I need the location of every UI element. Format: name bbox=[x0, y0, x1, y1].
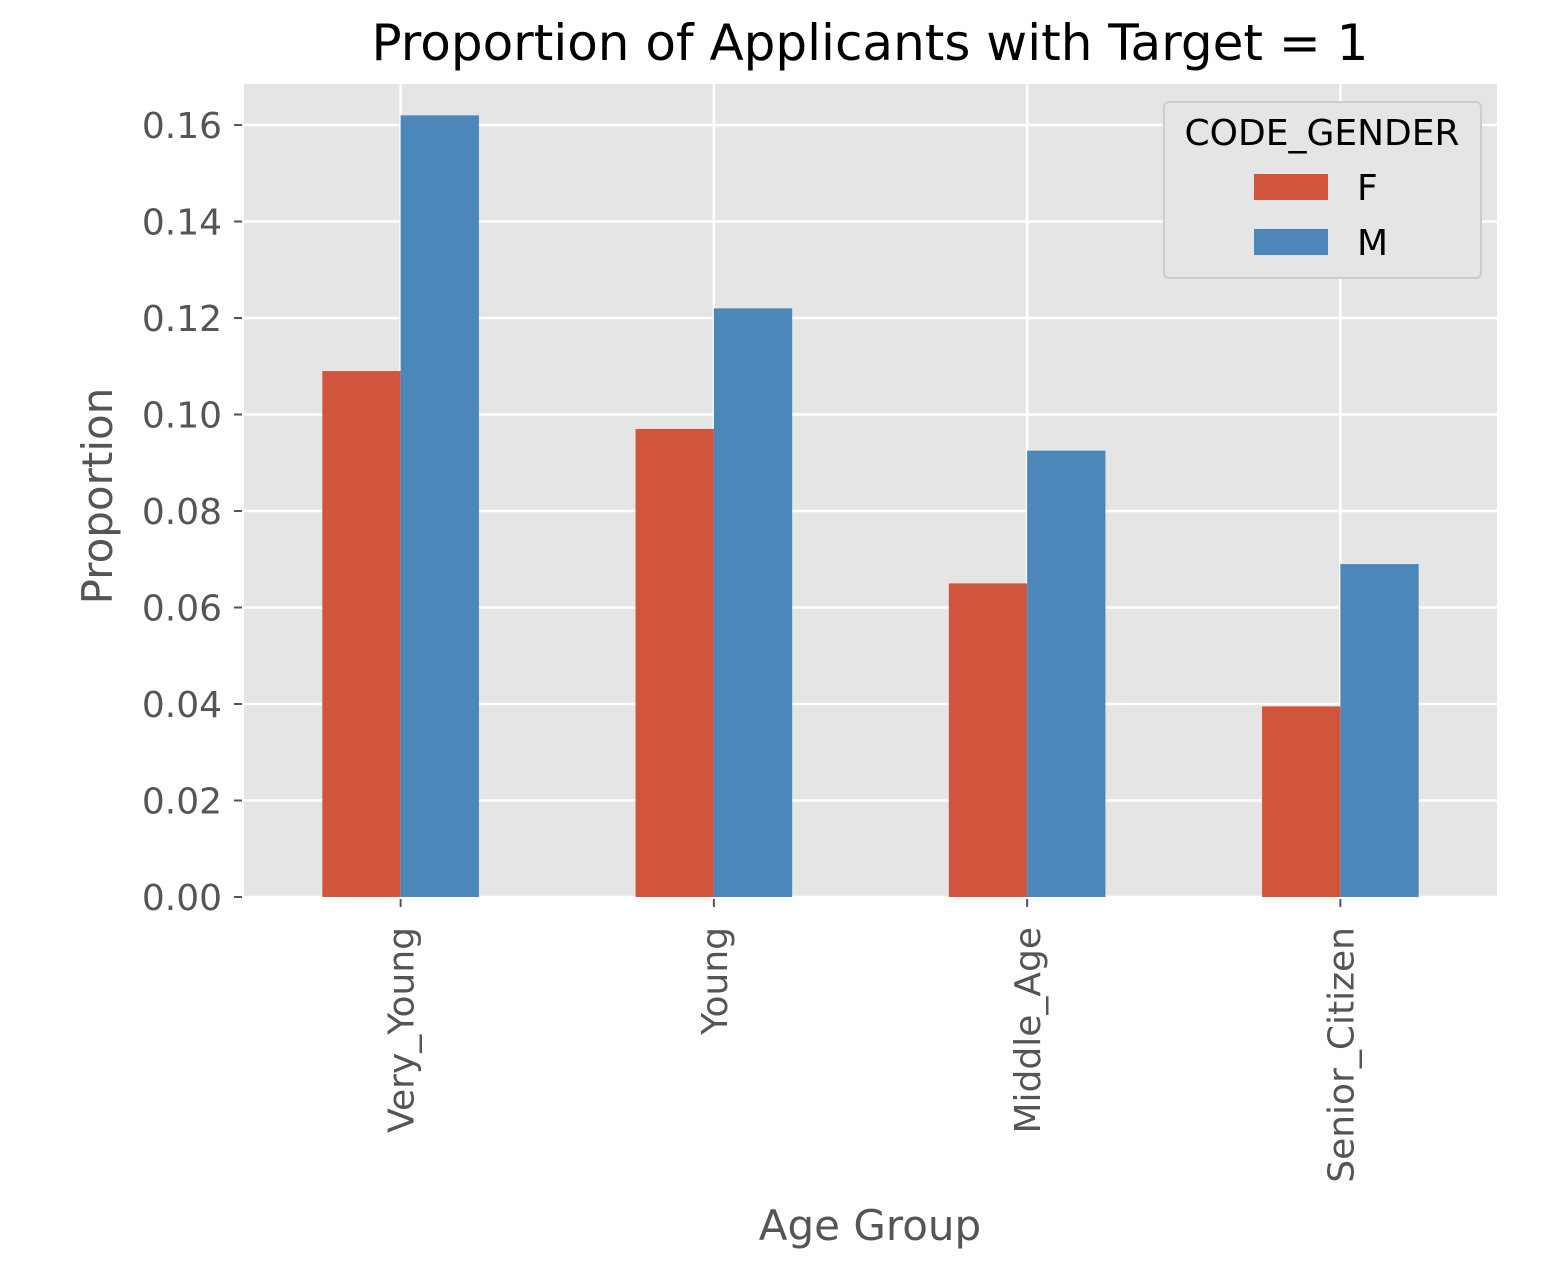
x-axis-label: Age Group bbox=[759, 1201, 981, 1250]
bar-f-middle_age bbox=[948, 583, 1028, 897]
bar-f-young bbox=[635, 428, 714, 897]
bar-f-senior_citizen bbox=[1262, 706, 1341, 897]
legend-label-f: F bbox=[1357, 168, 1378, 209]
bar-m-young bbox=[713, 308, 793, 898]
y-tick-label: 0.08 bbox=[142, 492, 222, 533]
y-tick-label: 0.02 bbox=[142, 782, 222, 823]
y-tick-label: 0.12 bbox=[142, 299, 222, 340]
y-tick-label: 0.00 bbox=[142, 878, 222, 919]
bar-f-very_young bbox=[322, 371, 401, 897]
y-tick-label: 0.14 bbox=[142, 203, 222, 244]
legend-swatch-f bbox=[1254, 174, 1328, 200]
legend-swatch-m bbox=[1254, 229, 1328, 255]
x-axis: Very_Young Young Middle_Age Senior_Citizen bbox=[382, 899, 1362, 1183]
legend: CODE_GENDER F M bbox=[1163, 101, 1482, 279]
bar-m-middle_age bbox=[1027, 450, 1106, 897]
y-tick-label: 0.10 bbox=[142, 396, 222, 437]
y-tick-label: 0.04 bbox=[142, 685, 222, 726]
legend-label-m: M bbox=[1357, 223, 1388, 264]
y-axis-label: Proportion bbox=[73, 388, 122, 605]
x-tick-label: Very_Young bbox=[382, 927, 423, 1133]
legend-title: CODE_GENDER bbox=[1185, 113, 1460, 154]
y-tick-label: 0.16 bbox=[142, 106, 222, 147]
bar-m-senior_citizen bbox=[1340, 564, 1419, 897]
y-tick-label: 0.06 bbox=[142, 589, 222, 630]
x-tick-label: Young bbox=[695, 927, 736, 1036]
bars bbox=[322, 115, 1419, 898]
x-tick-label: Senior_Citizen bbox=[1321, 927, 1362, 1183]
chart-title: Proportion of Applicants with Target = 1 bbox=[372, 14, 1369, 72]
x-tick-label: Middle_Age bbox=[1008, 927, 1049, 1134]
bar-m-very_young bbox=[400, 115, 479, 898]
y-axis: 0.00 0.02 0.04 0.06 0.08 0.10 0.12 0.14 0.16 bbox=[142, 106, 242, 919]
